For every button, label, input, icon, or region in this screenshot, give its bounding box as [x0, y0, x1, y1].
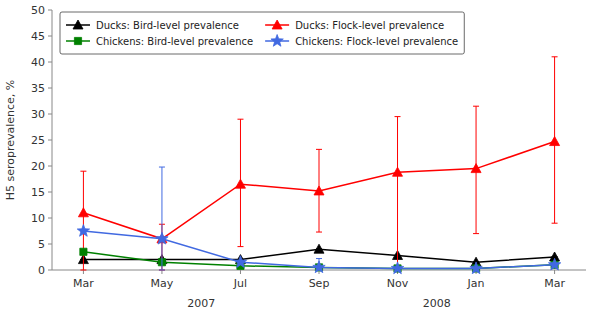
- error-bar-cap: [316, 258, 322, 259]
- error-bar-cap: [159, 167, 165, 168]
- x-tick: [161, 270, 162, 274]
- y-tick: [48, 114, 52, 115]
- legend-label: Ducks: Flock-level prevalence: [295, 20, 444, 31]
- legend-marker: [271, 35, 283, 47]
- point: [391, 262, 403, 274]
- y-tick-label: 20: [31, 160, 45, 173]
- y-tick: [48, 88, 52, 89]
- point: [156, 232, 168, 244]
- y-tick-label: 30: [31, 108, 45, 121]
- y-axis-label: H5 seroprevalence, %: [4, 80, 17, 201]
- error-bar-cap: [159, 270, 165, 271]
- x-tick: [240, 270, 241, 274]
- y-tick-label: 5: [38, 238, 45, 251]
- point: [393, 167, 403, 176]
- point: [548, 258, 560, 270]
- point: [234, 256, 246, 268]
- y-tick-label: 35: [31, 82, 45, 95]
- y-tick-label: 0: [38, 264, 45, 277]
- y-tick: [48, 270, 52, 271]
- y-tick: [48, 36, 52, 37]
- year-label: 2008: [423, 297, 451, 310]
- point: [314, 244, 324, 253]
- y-tick-label: 50: [31, 4, 45, 17]
- chart: 0 5 10 15 20 25 30 35 40 45 50 Mar May Jul Sep Nov Jan Ma…: [0, 0, 600, 326]
- error-bar-cap: [552, 223, 558, 224]
- error-bar: [159, 167, 165, 270]
- error-bar-cap: [237, 246, 243, 247]
- legend-marker: [272, 20, 282, 29]
- point: [80, 248, 87, 255]
- error-bar-cap: [552, 56, 558, 57]
- axes: 0 5 10 15 20 25 30 35 40 45 50 Mar May Jul Sep Nov Jan Ma…: [31, 4, 586, 290]
- series: [78, 57, 559, 270]
- legend-frame: [60, 12, 464, 54]
- legend-marker: [73, 20, 83, 29]
- y-tick: [48, 192, 52, 193]
- error-bar-cap: [316, 232, 322, 233]
- y-tick-label: 25: [31, 134, 45, 147]
- x-tick: [83, 270, 84, 274]
- year-label: 2007: [187, 297, 215, 310]
- error-bar-cap: [473, 233, 479, 234]
- point: [314, 186, 324, 195]
- error-bar: [395, 117, 401, 268]
- point: [471, 164, 481, 173]
- legend: Ducks: Bird-level prevalence Ducks: Flock…: [60, 12, 464, 54]
- y-tick-label: 45: [31, 30, 45, 43]
- point: [470, 262, 482, 274]
- legend-label: Chickens: Bird-level prevalence: [96, 36, 253, 47]
- x-tick-label: Nov: [387, 277, 409, 290]
- y-tick: [48, 140, 52, 141]
- point: [550, 137, 560, 146]
- y-tick-label: 10: [31, 212, 45, 225]
- error-bar-cap: [395, 116, 401, 117]
- legend-label: Chickens: Flock-level prevalence: [295, 36, 458, 47]
- y-tick: [48, 10, 52, 11]
- error-bar-cap: [80, 270, 86, 271]
- y-tick-label: 15: [31, 186, 45, 199]
- x-tick-label: Jul: [233, 277, 247, 290]
- error-bar-stem: [397, 117, 398, 268]
- x-tick-label: Mar: [73, 277, 94, 290]
- error-bar: [80, 171, 86, 270]
- x-tick: [554, 270, 555, 274]
- error-bar-cap: [80, 171, 86, 172]
- error-bar-cap: [159, 270, 165, 271]
- x-tick-label: Sep: [309, 277, 330, 290]
- legend-marker: [74, 37, 81, 44]
- y-tick: [48, 244, 52, 245]
- series: [77, 167, 561, 274]
- error-bar-cap: [316, 149, 322, 150]
- plot-area: [77, 57, 561, 274]
- y-tick: [48, 62, 52, 63]
- point: [235, 179, 245, 188]
- point: [313, 261, 325, 273]
- legend-label: Ducks: Bird-level prevalence: [96, 20, 239, 31]
- error-bar-cap: [237, 119, 243, 120]
- error-bar-cap: [473, 106, 479, 107]
- x-tick-label: Jan: [467, 277, 485, 290]
- point: [77, 225, 89, 237]
- error-bar-stem: [161, 167, 162, 270]
- point: [78, 208, 88, 217]
- y-tick-label: 40: [31, 56, 45, 69]
- x-tick-label: Mar: [544, 277, 565, 290]
- series-line: [83, 142, 554, 239]
- x-tick-label: May: [151, 277, 174, 290]
- y-tick: [48, 166, 52, 167]
- y-tick: [48, 218, 52, 219]
